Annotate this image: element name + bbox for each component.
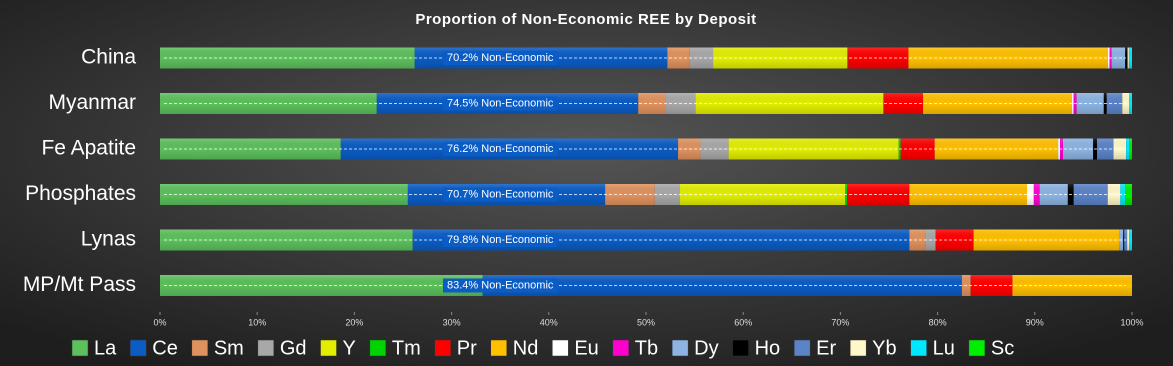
category-label: Myanmar — [48, 91, 136, 114]
legend-swatch — [671, 339, 689, 357]
legend-swatch — [191, 339, 209, 357]
legend-label: Sm — [214, 337, 244, 359]
annotation: 70.7% Non-Economic — [447, 188, 554, 200]
annotation-bg — [443, 51, 558, 65]
legend-label: Yb — [872, 337, 896, 359]
legend-label: Er — [816, 337, 836, 359]
annotation-bg — [443, 96, 558, 111]
annotation-bg — [443, 233, 558, 247]
x-tick-label: 70% — [831, 317, 849, 327]
legend-label: Ce — [152, 337, 178, 359]
legend-label: Pr — [457, 337, 477, 359]
category-label: China — [81, 46, 136, 69]
legend-swatch — [71, 339, 89, 357]
x-tick-label: 90% — [1026, 317, 1044, 327]
legend-label: Y — [343, 337, 356, 359]
bar-segment — [1129, 229, 1132, 251]
x-tick-label: 40% — [540, 317, 558, 327]
bar-segment — [1126, 138, 1130, 160]
legend-swatch — [552, 339, 569, 357]
legend-swatch — [910, 339, 927, 357]
legend-label: Tb — [635, 337, 658, 359]
bar-segment — [847, 47, 849, 69]
legend-label: Lu — [933, 337, 955, 359]
legend-swatch — [130, 339, 147, 357]
bar-segment — [1127, 229, 1130, 251]
bar-segment — [1111, 47, 1126, 69]
bar-segment — [1062, 138, 1094, 160]
annotation-bg — [443, 142, 558, 156]
x-tick-label: 100% — [1120, 317, 1143, 327]
legend-swatch — [490, 339, 507, 357]
annotation: 76.2% Non-Economic — [447, 143, 554, 155]
category-label: Lynas — [81, 228, 136, 251]
annotation: 74.5% Non-Economic — [447, 97, 554, 109]
bar-segment — [883, 93, 885, 114]
bar-segment — [1128, 47, 1130, 69]
annotation: 79.8% Non-Economic — [447, 234, 554, 246]
annotation: 83.4% Non-Economic — [447, 279, 554, 291]
bar-segment — [1039, 184, 1068, 205]
category-label: Phosphates — [25, 182, 136, 205]
legend-swatch — [612, 339, 630, 357]
legend-label: Nd — [513, 337, 539, 359]
legend-swatch — [369, 339, 387, 357]
legend-swatch — [434, 339, 451, 357]
bar-segment — [1129, 138, 1132, 160]
bar-segment — [1129, 93, 1132, 114]
bar-segment — [1127, 47, 1129, 69]
legend-label: La — [94, 337, 117, 359]
legend-swatch — [968, 339, 986, 357]
x-tick-label: 80% — [929, 317, 947, 327]
category-label: MP/Mt Pass — [23, 273, 136, 296]
annotation: 70.2% Non-Economic — [447, 52, 554, 64]
bar-segment — [1129, 47, 1132, 69]
legend-swatch — [257, 339, 275, 357]
annotation-bg — [443, 278, 558, 293]
legend-swatch — [732, 339, 749, 357]
legend-swatch — [793, 339, 811, 357]
x-tick-label: 30% — [443, 317, 461, 327]
legend-label: Ho — [755, 337, 781, 359]
legend-label: Dy — [694, 337, 718, 359]
legend-label: Sc — [991, 337, 1014, 359]
x-tick-label: 20% — [345, 317, 363, 327]
legend-swatch — [849, 339, 867, 357]
category-label: Fe Apatite — [41, 137, 136, 160]
x-tick-label: 50% — [637, 317, 655, 327]
legend-swatch — [320, 339, 337, 357]
x-tick-label: 60% — [734, 317, 752, 327]
bar-segment — [908, 47, 1108, 69]
legend-label: Gd — [280, 337, 307, 359]
x-tick-label: 0% — [153, 317, 166, 327]
chart-title: Proportion of Non-Economic REE by Deposi… — [415, 11, 756, 28]
bar-segment — [1125, 184, 1132, 205]
annotation-bg — [443, 187, 558, 202]
x-tick-label: 10% — [248, 317, 266, 327]
legend-label: Tm — [392, 337, 421, 359]
legend-label: Eu — [574, 337, 598, 359]
bar-segment — [1071, 93, 1074, 114]
